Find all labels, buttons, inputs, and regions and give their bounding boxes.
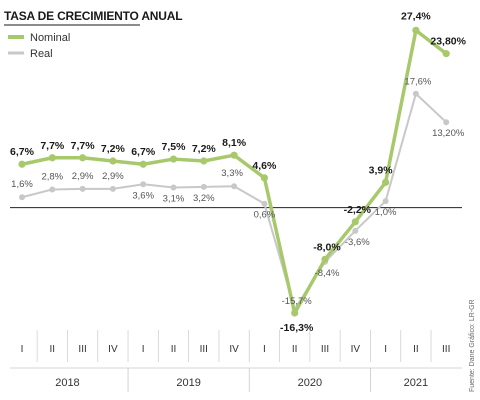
x-tick-label: II bbox=[413, 344, 419, 355]
data-label-real: 13,20% bbox=[432, 128, 465, 139]
data-label-nominal: -2,2% bbox=[344, 204, 372, 216]
data-point-nominal bbox=[260, 174, 268, 182]
data-label-nominal: 7,7% bbox=[40, 140, 65, 152]
data-point-real bbox=[382, 198, 389, 205]
x-year-label: 2018 bbox=[55, 377, 79, 389]
series-line-real bbox=[21, 92, 447, 311]
data-point-nominal bbox=[109, 157, 117, 165]
data-label-nominal: 23,80% bbox=[430, 36, 466, 48]
plot-area: 6,7% 7,7% 7,7% 7,2% 6,7% 7,5% 7,2% 8,1% 4,6% -16,… bbox=[10, 10, 467, 334]
x-year-label: 2021 bbox=[404, 377, 428, 389]
data-point-nominal bbox=[230, 151, 238, 159]
x-tick-label: III bbox=[321, 344, 329, 355]
legend: Nominal Real bbox=[8, 32, 70, 60]
data-point-real bbox=[412, 90, 419, 97]
x-tick-label: I bbox=[263, 344, 266, 355]
x-tick-label: IV bbox=[229, 344, 239, 355]
x-tick-label: I bbox=[384, 344, 387, 355]
data-label-real: 1,0% bbox=[375, 207, 397, 218]
legend-label-real: Real bbox=[30, 48, 53, 60]
legend-label-nominal: Nominal bbox=[30, 32, 70, 44]
x-tick-label: I bbox=[21, 344, 24, 355]
data-point-real bbox=[19, 194, 25, 201]
source-note: Fuente: Dane Gráfico: LR-GR bbox=[469, 299, 476, 392]
data-label-nominal: -16,3% bbox=[280, 322, 314, 334]
x-tick-label: II bbox=[50, 344, 56, 355]
data-point-nominal bbox=[48, 154, 56, 162]
x-tick-label: III bbox=[442, 344, 450, 355]
data-label-nominal: -8,0% bbox=[313, 241, 341, 253]
data-point-real bbox=[231, 183, 238, 190]
chart-title: TASA DE CRECIMIENTO ANUAL bbox=[4, 9, 182, 23]
data-label-real: -3,6% bbox=[345, 237, 370, 248]
data-label-real: -15,7% bbox=[282, 296, 313, 307]
x-tick-label: IV bbox=[108, 344, 118, 355]
data-label-real: 2,9% bbox=[102, 171, 124, 182]
data-label-nominal: 3,9% bbox=[369, 164, 394, 176]
data-label-real: 3,3% bbox=[221, 168, 243, 179]
data-label-nominal: 6,7% bbox=[10, 146, 35, 158]
x-tick-label: II bbox=[171, 344, 177, 355]
data-label-nominal: 7,2% bbox=[192, 143, 217, 155]
data-label-real: -8,4% bbox=[315, 268, 340, 279]
data-point-real bbox=[200, 183, 207, 190]
data-point-real bbox=[170, 184, 177, 191]
data-label-real: 3,2% bbox=[193, 193, 215, 204]
x-tick-label: IV bbox=[351, 344, 361, 355]
data-label-real: 0,6% bbox=[254, 210, 276, 221]
data-point-real bbox=[49, 186, 56, 193]
data-label-real: 3,6% bbox=[132, 190, 154, 201]
data-point-nominal bbox=[200, 157, 208, 165]
x-year-label: 2019 bbox=[176, 377, 200, 389]
data-label-real: 2,9% bbox=[72, 171, 94, 182]
data-point-real bbox=[79, 185, 86, 192]
x-year-label: 2020 bbox=[298, 377, 322, 389]
x-tick-label: II bbox=[292, 344, 298, 355]
data-point-real bbox=[261, 200, 268, 207]
data-point-real bbox=[109, 185, 116, 192]
data-label-nominal: 7,2% bbox=[101, 143, 126, 155]
data-label-nominal: 7,5% bbox=[162, 141, 187, 153]
data-point-nominal bbox=[382, 178, 390, 186]
data-point-nominal bbox=[79, 154, 87, 162]
x-tick-label: I bbox=[142, 344, 145, 355]
data-point-real bbox=[443, 119, 450, 126]
data-point-nominal bbox=[291, 309, 299, 317]
data-label-nominal: 4,6% bbox=[252, 160, 277, 172]
x-tick-label: III bbox=[200, 344, 208, 355]
data-point-real bbox=[352, 227, 359, 234]
data-point-nominal bbox=[442, 50, 450, 58]
data-point-nominal bbox=[169, 155, 178, 163]
x-tick-label: III bbox=[78, 344, 86, 355]
data-label-real: 3,1% bbox=[163, 194, 185, 205]
data-label-real: 1,6% bbox=[11, 179, 33, 190]
data-label-nominal: 8,1% bbox=[222, 137, 247, 149]
data-label-nominal: 6,7% bbox=[131, 146, 156, 158]
data-point-nominal bbox=[412, 26, 420, 34]
data-label-nominal: 7,7% bbox=[71, 140, 96, 152]
data-point-nominal bbox=[18, 160, 26, 168]
data-point-nominal bbox=[321, 255, 329, 263]
data-point-nominal bbox=[351, 218, 359, 226]
data-point-nominal bbox=[139, 160, 147, 168]
data-label-real: 17,6% bbox=[404, 77, 431, 88]
data-label-real: 2,8% bbox=[41, 171, 63, 182]
data-label-nominal: 27,4% bbox=[401, 10, 431, 22]
data-point-real bbox=[140, 181, 147, 188]
